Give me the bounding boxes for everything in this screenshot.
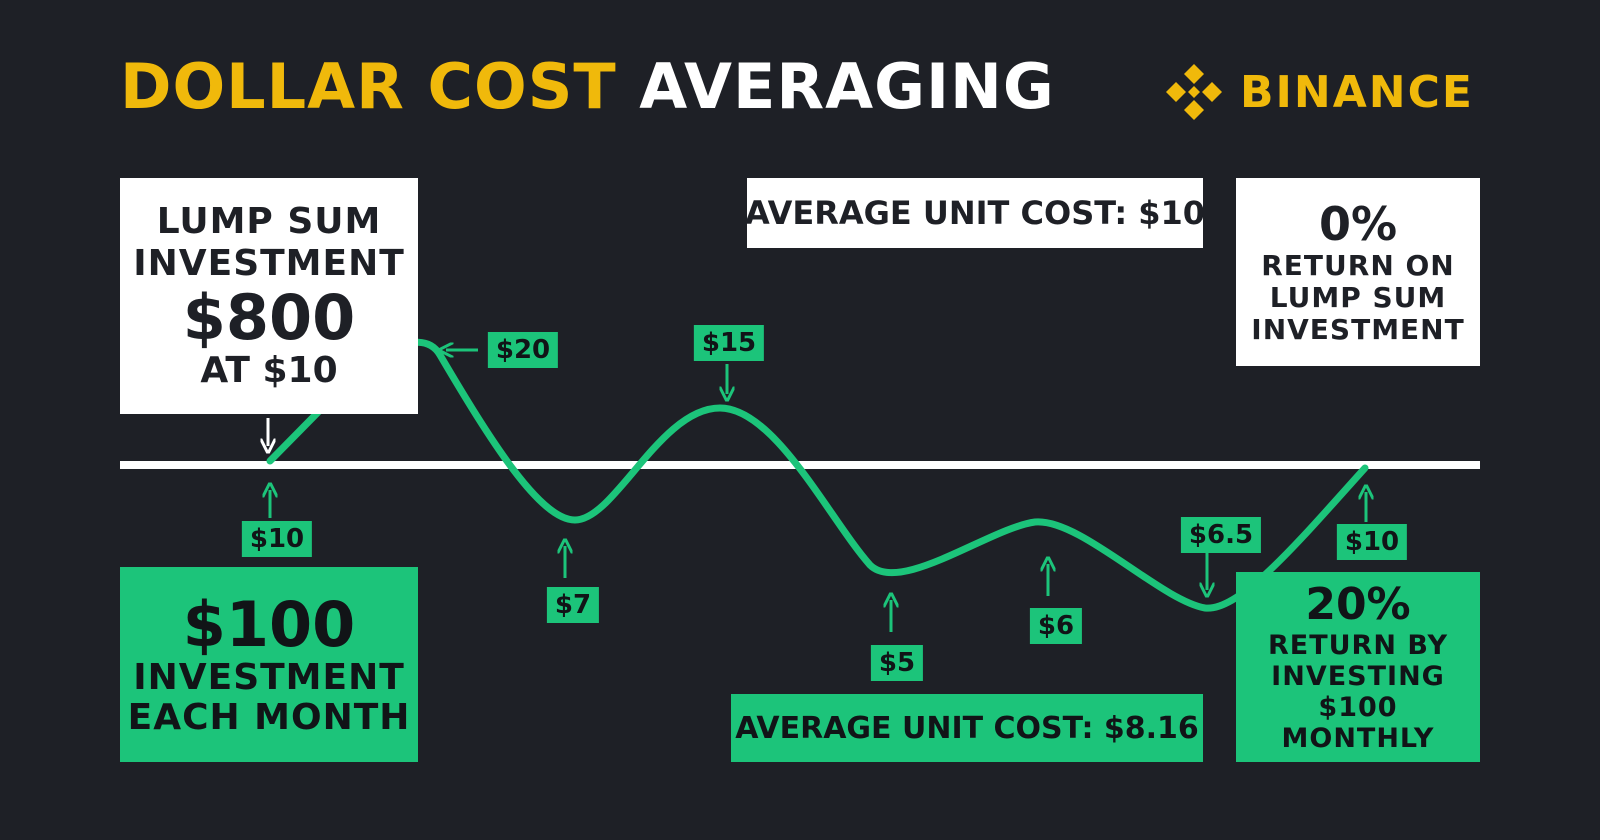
dca-return-percent: 20% [1305, 579, 1411, 630]
dca-return-line4: MONTHLY [1281, 723, 1435, 754]
monthly-investment-box: $100 INVESTMENT EACH MONTH [120, 567, 418, 762]
dca-return-box: 20% RETURN BY INVESTING $100 MONTHLY [1236, 572, 1480, 762]
price-curve [266, 338, 1369, 612]
price-label-10-start: $10 [241, 521, 313, 557]
binance-diamond-icon [1166, 64, 1222, 120]
lump-sum-line2: INVESTMENT [133, 243, 405, 284]
lump-sum-line1: LUMP SUM [156, 201, 382, 242]
lump-return-percent: 0% [1318, 197, 1398, 251]
lump-return-line2: LUMP SUM [1269, 281, 1447, 314]
price-label-15: $15 [693, 325, 765, 361]
lump-return-box: 0% RETURN ON LUMP SUM INVESTMENT [1236, 178, 1480, 366]
price-label-7: $7 [546, 587, 600, 623]
lump-sum-amount: $800 [182, 281, 356, 354]
dca-return-line1: RETURN BY [1267, 630, 1449, 661]
lump-sum-box: LUMP SUM INVESTMENT $800 AT $10 [120, 178, 418, 414]
monthly-line2: EACH MONTH [127, 696, 411, 738]
monthly-amount: $100 [182, 587, 356, 661]
binance-logo: BINANCE [1162, 60, 1474, 124]
price-label-5: $5 [870, 645, 924, 681]
title-part-1: DOLLAR COST [120, 50, 617, 123]
title-part-2: AVERAGING [639, 50, 1055, 123]
price-label-6-5: $6.5 [1180, 517, 1262, 553]
lump-return-line3: INVESTMENT [1251, 313, 1465, 346]
brand-name: BINANCE [1240, 66, 1474, 118]
average-unit-cost-lump: AVERAGE UNIT COST: $10 [745, 178, 1205, 248]
dca-return-line3: $100 [1318, 692, 1398, 723]
price-label-20: $20 [487, 332, 559, 368]
price-label-6: $6 [1029, 608, 1083, 644]
lump-sum-price: AT $10 [200, 350, 338, 391]
page-title: DOLLAR COST AVERAGING [120, 52, 1055, 122]
average-unit-cost-dca: AVERAGE UNIT COST: $8.16 [731, 694, 1203, 762]
dca-return-line2: INVESTING [1271, 661, 1445, 692]
lump-return-line1: RETURN ON [1261, 249, 1455, 282]
price-label-10-end: $10 [1336, 524, 1408, 560]
monthly-line1: INVESTMENT [133, 656, 405, 698]
